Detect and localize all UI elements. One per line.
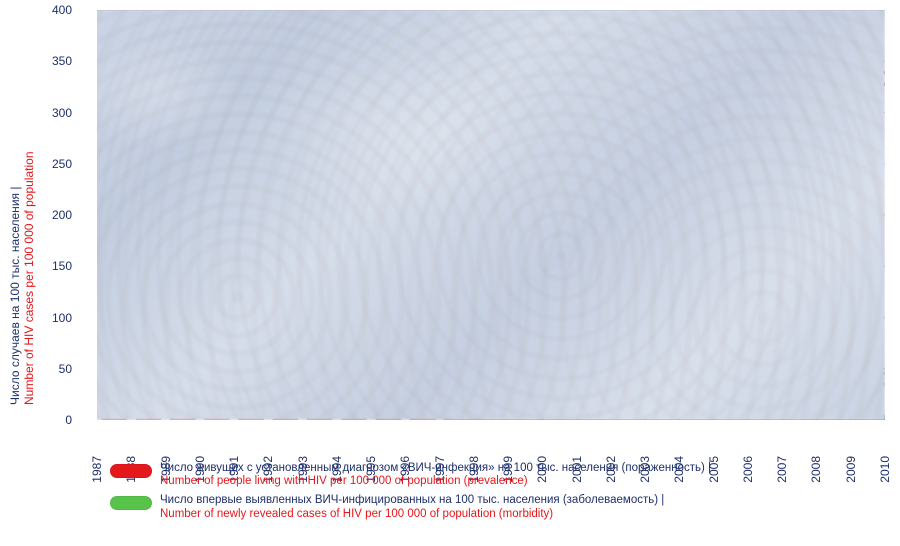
legend-text-prevalence: Число живущих с установленным диагнозом …	[160, 462, 711, 488]
y-tick: 100	[42, 311, 72, 325]
y-tick: 50	[42, 362, 72, 376]
y-axis-title-group: Число случаев на 100 тыс. населения | Nu…	[8, 10, 28, 440]
x-tick-labels: 1987198819891990199119921993199419951996…	[75, 420, 885, 460]
y-tick: 350	[42, 54, 72, 68]
plot-left-white-panel	[75, 10, 97, 420]
legend-swatch-prevalence	[110, 464, 152, 478]
y-tick: 200	[42, 208, 72, 222]
legend-text-morbidity: Число впервые выявленных ВИЧ-инфицирован…	[160, 494, 664, 520]
legend-label-ru: Число живущих с установленным диагнозом …	[160, 462, 711, 475]
y-axis-title-ru: Число случаев на 100 тыс. населения |	[8, 187, 22, 405]
y-tick: 400	[42, 3, 72, 17]
legend-label-en: Number of people living with HIV per 100…	[160, 475, 711, 488]
y-tick: 150	[42, 259, 72, 273]
chart-container: Число случаев на 100 тыс. населения | Nu…	[0, 0, 900, 546]
x-tick: 2010	[878, 456, 892, 483]
legend-swatch-morbidity	[110, 496, 152, 510]
legend-label-en: Number of newly revealed cases of HIV pe…	[160, 508, 664, 521]
y-tick: 300	[42, 106, 72, 120]
plot-area	[75, 10, 885, 420]
y-axis-title-en: Number of HIV cases per 100 000 of popul…	[22, 152, 36, 406]
legend-row-prevalence: Число живущих с установленным диагнозом …	[110, 462, 880, 488]
legend: Число живущих с установленным диагнозом …	[110, 462, 880, 527]
legend-label-ru: Число впервые выявленных ВИЧ-инфицирован…	[160, 494, 664, 507]
y-tick: 250	[42, 157, 72, 171]
plot-overlay	[75, 10, 885, 420]
y-tick-labels: 050100150200250300350400	[42, 10, 72, 420]
x-tick: 1987	[90, 456, 104, 483]
y-tick: 0	[42, 413, 72, 427]
legend-row-morbidity: Число впервые выявленных ВИЧ-инфицирован…	[110, 494, 880, 520]
